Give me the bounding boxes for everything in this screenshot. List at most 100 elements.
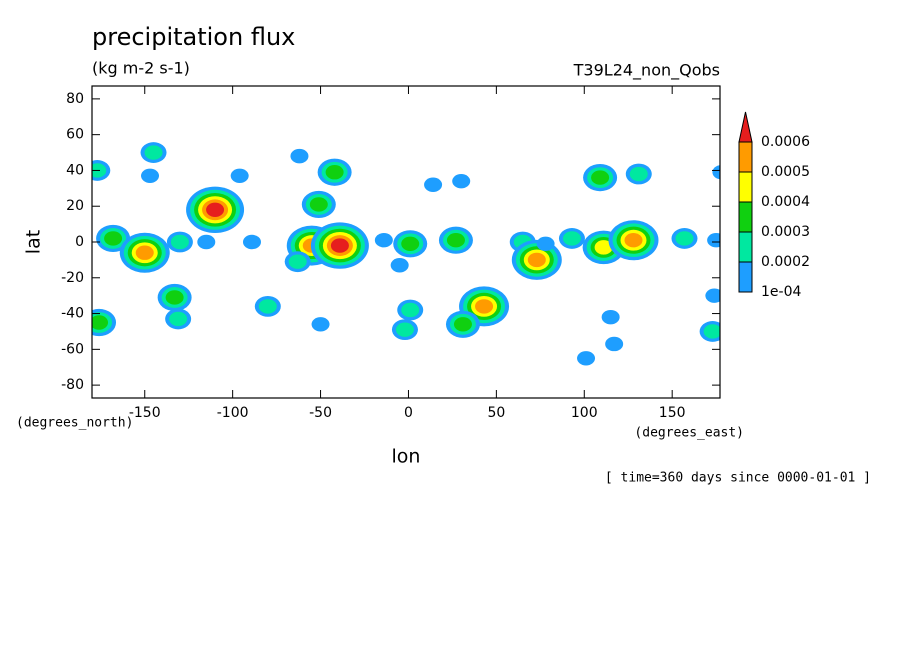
- contour-blob: [230, 168, 249, 184]
- time-note: [ time=360 days since 0000-01-01 ]: [605, 471, 871, 486]
- contour-level: [536, 236, 555, 251]
- contour-blob: [699, 321, 720, 342]
- x-tick-label: 150: [659, 405, 686, 421]
- colorbar-label: 0.0004: [761, 194, 810, 210]
- colorbar-label: 0.0006: [761, 134, 810, 150]
- contour-level: [395, 322, 414, 337]
- contour-level: [92, 315, 109, 330]
- contour-blob: [536, 236, 555, 251]
- contour-level: [374, 233, 393, 248]
- colorbar-box: [738, 201, 753, 233]
- contour-blob: [605, 336, 624, 352]
- x-tick-label: -100: [217, 405, 249, 421]
- contour-blob: [393, 230, 428, 258]
- contour-blob: [140, 142, 167, 163]
- contour-level: [104, 231, 123, 246]
- contour-blob: [290, 148, 309, 164]
- colorbar-label: 0.0005: [761, 164, 810, 180]
- contour-level: [165, 290, 184, 305]
- contour-level: [594, 240, 613, 255]
- chart-subtitle: (kg m-2 s-1): [92, 59, 190, 78]
- y-tick-label: -80: [61, 377, 84, 393]
- contour-level: [258, 299, 277, 314]
- contour-level: [629, 166, 648, 182]
- contour-blob: [242, 234, 261, 250]
- contour-level: [591, 170, 610, 185]
- contour-level: [707, 233, 720, 248]
- contour-blob: [397, 299, 424, 321]
- contour-blob: [583, 163, 618, 192]
- colorbar-label: 0.0003: [761, 224, 810, 240]
- contour-blob: [625, 163, 652, 185]
- contour-level: [242, 234, 261, 250]
- contour-level: [562, 231, 581, 246]
- contour-level: [135, 245, 154, 260]
- contour-level: [401, 236, 420, 251]
- contour-level: [206, 202, 225, 217]
- contour-level: [475, 299, 494, 314]
- contour-blob: [577, 351, 596, 366]
- contour-blob: [197, 234, 216, 250]
- contour-level: [309, 197, 328, 212]
- x-tick-label: -150: [129, 405, 161, 421]
- contour-blob: [671, 228, 698, 249]
- y-tick-label: -20: [61, 270, 84, 286]
- contour-level: [675, 231, 694, 246]
- contour-blob: [186, 186, 245, 233]
- contour-field: [92, 142, 720, 366]
- contour-level: [424, 177, 443, 192]
- y-units: (degrees_north): [16, 416, 133, 431]
- contour-blob: [165, 308, 192, 330]
- contour-level: [390, 258, 409, 273]
- contour-level: [605, 336, 624, 352]
- colorbar-box: [738, 261, 753, 293]
- y-tick-label: 60: [66, 127, 84, 143]
- x-units: (degrees_east): [634, 426, 744, 441]
- y-tick-label: -40: [61, 306, 84, 322]
- x-tick-label: 100: [571, 405, 598, 421]
- contour-level: [452, 173, 471, 189]
- contour-blob: [157, 283, 192, 312]
- colorbar-label: 1e-04: [761, 284, 801, 300]
- colorbar-label: 0.0002: [761, 254, 810, 270]
- contour-blob: [141, 168, 160, 184]
- contour-blob: [254, 296, 281, 317]
- contour-blob: [707, 233, 720, 248]
- y-tick-label: -60: [61, 341, 84, 357]
- contour-level: [169, 311, 188, 327]
- y-tick-label: 20: [66, 198, 84, 214]
- contour-level: [288, 254, 307, 269]
- contour-blob: [558, 228, 585, 249]
- contour-blob: [608, 220, 659, 261]
- contour-blob: [712, 165, 720, 180]
- contour-level: [703, 324, 720, 339]
- contour-level: [712, 165, 720, 180]
- colorbar-box: [738, 141, 753, 173]
- contour-level: [705, 288, 720, 303]
- contour-level: [290, 148, 309, 164]
- contour-blob: [391, 319, 418, 341]
- run-label: T39L24_non_Qobs: [573, 61, 720, 81]
- contour-blob: [310, 222, 369, 269]
- x-tick-label: 0: [404, 405, 413, 421]
- contour-level: [601, 309, 620, 325]
- contour-blob: [119, 232, 170, 273]
- contour-level: [453, 317, 472, 332]
- contour-blob: [705, 288, 720, 303]
- contour-level: [401, 302, 420, 318]
- contour-blob: [284, 251, 311, 273]
- contour-blob: [301, 190, 336, 219]
- contour-blob: [374, 233, 393, 248]
- contour-blob: [445, 310, 480, 338]
- contour-level: [577, 351, 596, 366]
- contour-level: [527, 252, 546, 268]
- contour-level: [170, 234, 189, 250]
- y-tick-label: 0: [75, 234, 84, 250]
- contour-blob: [92, 308, 117, 337]
- colorbar-box: [738, 231, 753, 263]
- contour-blob: [438, 226, 473, 254]
- contour-blob: [511, 239, 562, 280]
- contour-blob: [601, 309, 620, 325]
- y-axis-label: lat: [23, 230, 45, 254]
